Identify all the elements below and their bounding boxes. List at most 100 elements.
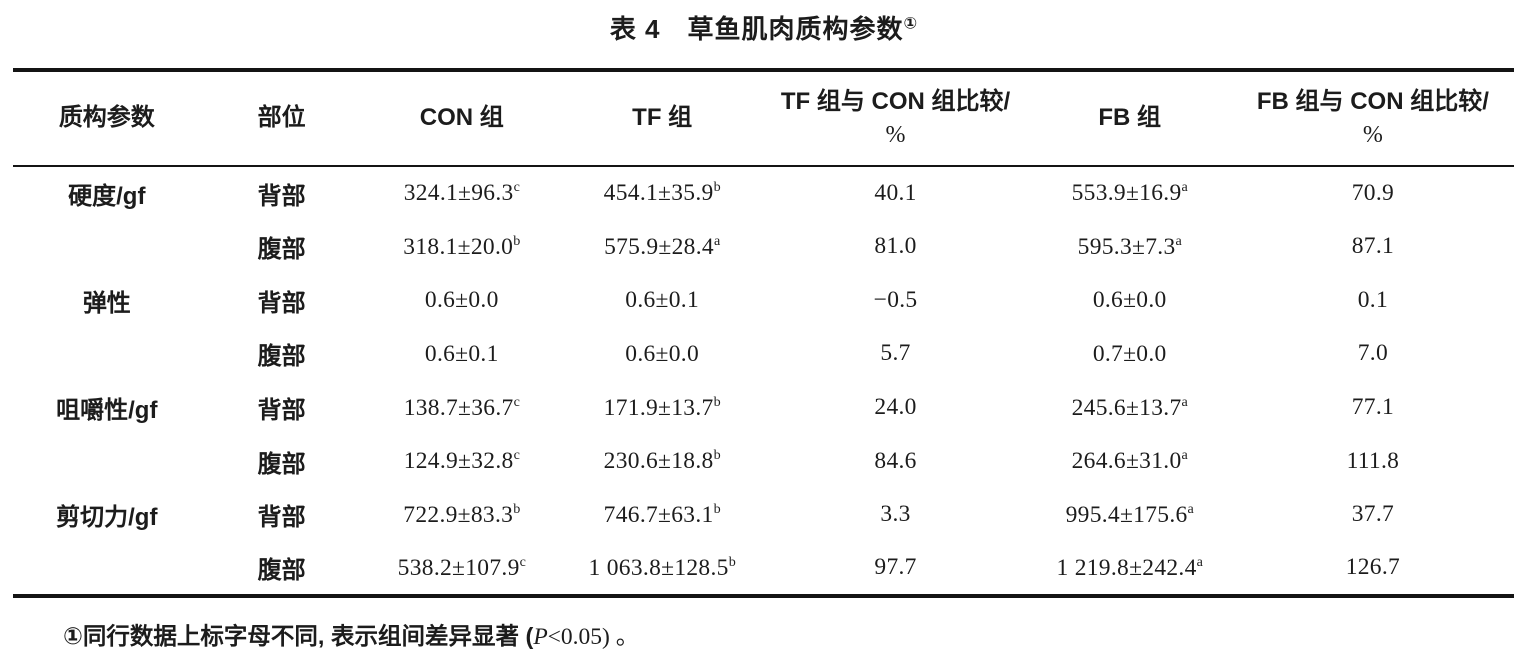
texture-parameters-table: 质构参数 部位 CON 组 TF 组 TF 组与 CON 组比较/ % FB 组… <box>13 68 1514 598</box>
table-row: 咀嚼性/gf 背部 138.7±36.7c 171.9±13.7b 24.0 2… <box>13 381 1514 435</box>
superscript: a <box>1181 393 1188 410</box>
header-row: 质构参数 部位 CON 组 TF 组 TF 组与 CON 组比较/ % FB 组… <box>13 70 1514 166</box>
table-row: 弹性 背部 0.6±0.0 0.6±0.1 −0.5 0.6±0.0 0.1 <box>13 273 1514 327</box>
tf-cell: 1 063.8±128.5b <box>588 553 736 581</box>
param-cell <box>13 434 201 488</box>
title-footnote-marker: ① <box>903 14 918 33</box>
tf-cell: 230.6±18.8b <box>603 447 721 475</box>
header-con: CON 组 <box>419 104 504 132</box>
tf-cell: 0.6±0.0 <box>625 340 700 367</box>
fb-cell: 245.6±13.7a <box>1071 393 1188 421</box>
tf-vs-con-cell: 5.7 <box>880 340 911 367</box>
tf-cell: 454.1±35.9b <box>603 179 721 207</box>
tf-cell: 746.7±63.1b <box>603 501 721 528</box>
fb-vs-con-cell: 7.0 <box>1357 340 1389 367</box>
superscript: c <box>513 393 520 410</box>
tf-vs-con-cell: 84.6 <box>874 447 917 474</box>
fb-vs-con-cell: 37.7 <box>1351 501 1395 528</box>
con-cell: 138.7±36.7c <box>403 393 520 421</box>
part-cell: 背部 <box>257 182 306 210</box>
tf-cell: 0.6±0.1 <box>625 287 700 314</box>
header-tf-vs-con-line1: TF 组与 CON 组比较/ <box>780 88 1011 116</box>
superscript: b <box>713 501 721 518</box>
tf-vs-con-cell: −0.5 <box>873 286 918 313</box>
table-row: 腹部 124.9±32.8c 230.6±18.8b 84.6 264.6±31… <box>13 434 1514 488</box>
superscript: a <box>1181 447 1188 464</box>
header-tf: TF 组 <box>632 104 693 132</box>
con-cell: 0.6±0.0 <box>424 287 499 314</box>
title-text: 表 4 草鱼肌肉质构参数 <box>609 14 904 44</box>
tf-vs-con-cell: 24.0 <box>874 394 917 421</box>
fb-vs-con-cell: 126.7 <box>1345 554 1401 581</box>
fb-vs-con-cell: 111.8 <box>1346 447 1400 474</box>
footnote-text: ①同行数据上标字母不同, 表示组间差异显著 ( <box>63 622 534 649</box>
part-cell: 背部 <box>257 504 306 532</box>
tf-cell: 575.9±28.4a <box>604 232 721 260</box>
superscript: a <box>1196 553 1203 570</box>
param-cell: 咀嚼性/gf <box>56 397 158 425</box>
param-cell <box>13 220 201 274</box>
table-row: 剪切力/gf 背部 722.9±83.3b 746.7±63.1b 3.3 99… <box>13 488 1514 542</box>
table-row: 腹部 318.1±20.0b 575.9±28.4a 81.0 595.3±7.… <box>13 220 1514 274</box>
footnote: ①同行数据上标字母不同, 表示组间差异显著 (P<0.05) 。 <box>63 617 1527 651</box>
header-fb-vs-con-line1: FB 组与 CON 组比较/ <box>1256 88 1489 116</box>
fb-vs-con-cell: 70.9 <box>1351 179 1395 206</box>
superscript: a <box>713 232 721 249</box>
part-cell: 腹部 <box>257 343 306 371</box>
param-cell: 硬度/gf <box>68 182 146 210</box>
superscript: b <box>728 553 736 570</box>
part-cell: 腹部 <box>257 236 306 264</box>
fb-cell: 264.6±31.0a <box>1071 447 1188 475</box>
superscript: b <box>713 393 721 410</box>
superscript: c <box>513 447 520 464</box>
superscript: a <box>1175 232 1182 249</box>
header-tf-vs-con-line2: % <box>885 121 906 148</box>
fb-vs-con-cell: 87.1 <box>1351 233 1395 260</box>
tf-cell: 171.9±13.7b <box>603 393 721 421</box>
page-title: 表 4 草鱼肌肉质构参数① <box>0 0 1527 46</box>
fb-vs-con-cell: 0.1 <box>1357 286 1389 313</box>
header-fb: FB 组 <box>1098 104 1162 132</box>
con-cell: 722.9±83.3b <box>403 501 521 528</box>
fb-cell: 995.4±175.6a <box>1065 501 1194 528</box>
fb-cell: 0.7±0.0 <box>1092 340 1167 367</box>
tf-vs-con-cell: 3.3 <box>880 501 911 528</box>
part-cell: 背部 <box>257 289 306 317</box>
superscript: b <box>713 179 721 196</box>
superscript: c <box>513 179 520 196</box>
fb-cell: 0.6±0.0 <box>1092 287 1167 314</box>
superscript: b <box>713 447 721 464</box>
param-cell: 剪切力/gf <box>56 504 158 532</box>
header-part: 部位 <box>257 104 306 132</box>
tf-vs-con-cell: 97.7 <box>874 554 917 581</box>
table-row: 腹部 0.6±0.1 0.6±0.0 5.7 0.7±0.0 7.0 <box>13 327 1514 381</box>
fb-cell: 595.3±7.3a <box>1077 232 1182 260</box>
superscript: b <box>513 501 521 518</box>
con-cell: 318.1±20.0b <box>403 232 521 260</box>
con-cell: 324.1±96.3c <box>403 179 520 207</box>
con-cell: 124.9±32.8c <box>403 447 520 475</box>
superscript: a <box>1181 179 1188 196</box>
footnote-p-value: <0.05) 。 <box>547 623 640 650</box>
header-fb-vs-con: FB 组与 CON 组比较/ % <box>1232 70 1514 166</box>
part-cell: 腹部 <box>257 557 306 585</box>
fb-vs-con-cell: 77.1 <box>1351 394 1395 421</box>
part-cell: 背部 <box>257 397 306 425</box>
fb-cell: 1 219.8±242.4a <box>1056 553 1203 581</box>
tf-vs-con-cell: 81.0 <box>874 233 917 260</box>
fb-cell: 553.9±16.9a <box>1071 179 1188 207</box>
superscript: c <box>519 553 526 570</box>
header-fb-vs-con-line2: % <box>1362 121 1383 148</box>
param-cell <box>13 542 201 596</box>
table-row: 硬度/gf 背部 324.1±96.3c 454.1±35.9b 40.1 55… <box>13 166 1514 220</box>
param-cell <box>13 327 201 381</box>
superscript: b <box>513 232 521 249</box>
footnote-p-symbol: P <box>533 623 548 650</box>
part-cell: 腹部 <box>257 450 306 478</box>
table-row: 腹部 538.2±107.9c 1 063.8±128.5b 97.7 1 21… <box>13 542 1514 596</box>
superscript: a <box>1187 501 1194 518</box>
con-cell: 0.6±0.1 <box>424 340 499 367</box>
tf-vs-con-cell: 40.1 <box>874 179 917 206</box>
header-tf-vs-con: TF 组与 CON 组比较/ % <box>763 70 1027 166</box>
